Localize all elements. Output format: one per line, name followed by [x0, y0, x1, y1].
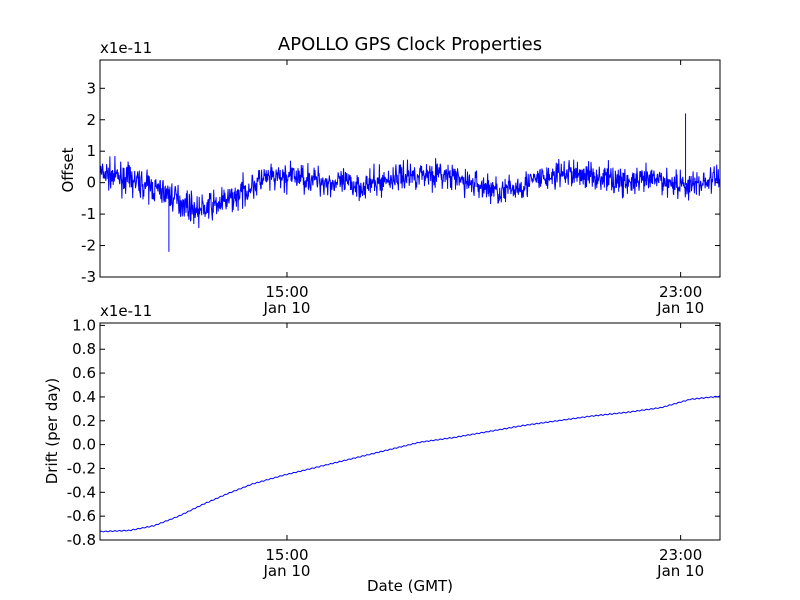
x-axis-label: Date (GMT) — [367, 577, 453, 595]
drift-plot-frame — [99, 322, 721, 541]
offset-y-tick-label: 3 — [86, 79, 96, 97]
offset-y-tick-label: 1 — [86, 142, 96, 160]
drift-y-tick-label: -0.8 — [67, 531, 96, 549]
offset-spike-lines — [168, 113, 687, 252]
drift-exponent-label: x1e-11 — [100, 302, 152, 320]
drift-y-tick-label: 0.6 — [72, 364, 96, 382]
drift-y-tick-label: 0.8 — [72, 340, 96, 358]
drift-y-tick-label: -0.6 — [67, 507, 96, 525]
drift-axis-ticks: -0.8-0.6-0.4-0.20.00.20.40.60.81.015:00J… — [67, 316, 720, 580]
chart-title: APOLLO GPS Clock Properties — [278, 34, 542, 55]
drift-y-tick-label: 0.2 — [72, 412, 96, 430]
drift-x-tick-label: 23:00 — [659, 546, 702, 564]
drift-y-tick-label: -0.2 — [67, 459, 96, 477]
offset-y-tick-label: -3 — [81, 268, 96, 286]
offset-x-tick-label: Jan 10 — [262, 299, 310, 317]
offset-series-line — [99, 155, 721, 229]
drift-y-tick-label: 0.4 — [72, 388, 96, 406]
offset-exponent-label: x1e-11 — [100, 39, 152, 57]
drift-series-line — [99, 395, 721, 533]
offset-x-tick-label: Jan 10 — [656, 299, 704, 317]
offset-y-tick-label: -2 — [81, 237, 96, 255]
offset-x-tick-label: 23:00 — [659, 283, 702, 301]
drift-y-tick-label: 0.0 — [72, 436, 96, 454]
offset-y-axis-label: Offset — [59, 147, 77, 192]
drift-panel: x1e-11 Drift (per day) -0.8 -0.6 -0.4 -0.2 0… — [43, 302, 721, 580]
drift-y-tick-label: -0.4 — [67, 483, 96, 501]
drift-y-axis-label: Drift (per day) — [43, 378, 61, 485]
offset-y-tick-label: 2 — [86, 111, 96, 129]
offset-y-tick-label: -1 — [81, 205, 96, 223]
offset-plot-frame — [99, 59, 721, 278]
drift-x-tick-label: 15:00 — [265, 546, 308, 564]
drift-x-tick-label: Jan 10 — [656, 562, 704, 580]
drift-y-tick-label: 1.0 — [72, 316, 96, 334]
offset-y-tick-label: 0 — [86, 174, 96, 192]
drift-x-tick-label: Jan 10 — [262, 562, 310, 580]
offset-x-tick-label: 15:00 — [265, 283, 308, 301]
